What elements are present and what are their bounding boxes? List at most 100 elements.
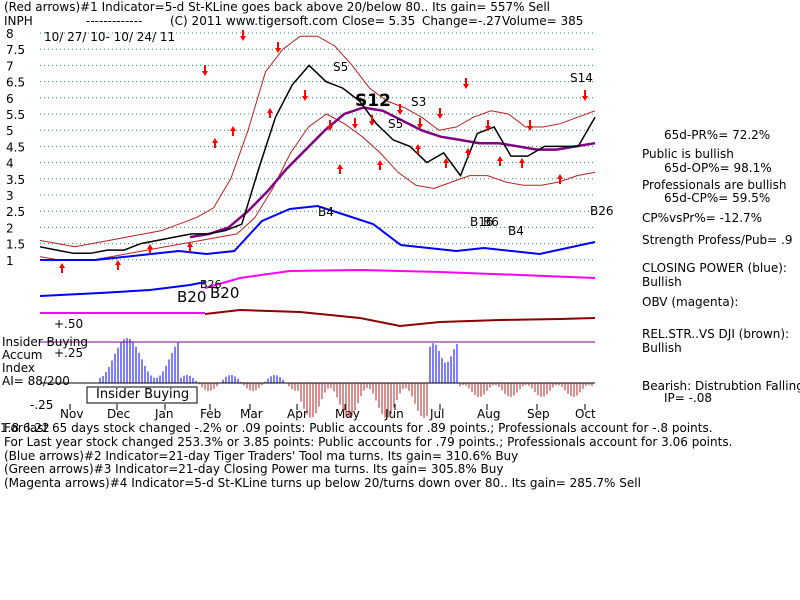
signal-arrows	[59, 30, 588, 273]
stat-cp65: 65d-CP%= 59.5%	[664, 191, 771, 205]
sell-arrowhead	[369, 121, 375, 126]
buy-arrowhead	[497, 156, 503, 161]
stat-pr65: 65d-PR%= 72.2%	[664, 128, 771, 142]
signal-s5b: S5	[388, 117, 403, 131]
label-plus50: +.50	[54, 317, 84, 331]
sell-arrowhead	[240, 36, 246, 41]
label-accum: Accum	[2, 348, 43, 362]
stat-ip: IP= -.08	[664, 391, 713, 405]
x-tick-label: Sep	[527, 407, 550, 421]
y-tick-label: 6.5	[6, 76, 25, 90]
y-tick-label: 4	[6, 157, 14, 171]
buy-arrowhead	[212, 138, 218, 143]
buy-arrowhead	[519, 158, 525, 163]
stat-pros-bullish: Professionals are bullish	[642, 178, 787, 192]
x-tick-label: Jan	[154, 407, 174, 421]
sell-arrowhead	[527, 126, 533, 131]
stat-op65: 65d-OP%= 98.1%	[664, 161, 772, 175]
sell-arrowhead	[202, 71, 208, 76]
buy-arrowhead	[377, 160, 383, 165]
header-line1: (Red arrows)#1 Indicator=5-d St-KLine go…	[4, 0, 551, 14]
sell-arrowhead	[463, 84, 469, 89]
sell-arrowhead	[302, 96, 308, 101]
buy-arrowhead	[267, 108, 273, 113]
signal-b26a: B26	[200, 278, 222, 291]
closing-power-early-line	[39, 281, 206, 297]
stat-bearish: Bearish: Distrubtion Falling.	[642, 379, 800, 393]
stat-public-bullish: Public is bullish	[642, 147, 734, 161]
buy-arrowhead	[59, 263, 65, 268]
buy-arrowhead	[337, 164, 343, 169]
buy-arrowhead	[147, 244, 153, 249]
footer-line2: For Last year stock changed 253.3% or 3.…	[4, 435, 733, 449]
signal-b6: B6	[483, 215, 499, 229]
change-value: Change=-.27	[422, 14, 502, 28]
x-tick-labels: Nov Dec Jan Feb Mar Apr May Jun Jul Aug Sep Oct	[60, 404, 596, 421]
y-tick-label: 4.5	[6, 140, 25, 154]
buy-arrowhead	[115, 260, 121, 265]
signal-b20a: B20	[177, 288, 206, 306]
y-tick-label: 1.5	[6, 238, 25, 252]
sell-arrowhead	[275, 48, 281, 53]
label-minus25: -.25	[30, 398, 54, 412]
signal-s12: S12	[355, 91, 391, 111]
y-tick-labels: 8 7.5 7 6.5 6 5.5 5 4.5 4 3.5 3 2.5 2 1.5 1	[6, 27, 25, 268]
footer-line4: (Green arrows)#3 Indicator=21-day Closin…	[4, 462, 504, 476]
sell-arrowhead	[397, 110, 403, 115]
stat-closing-power: CLOSING POWER (blue):	[642, 261, 787, 275]
x-tick-label: Nov	[60, 407, 83, 421]
sell-arrowhead	[352, 124, 358, 129]
x-tick-label: Mar	[240, 407, 263, 421]
sell-arrowhead	[327, 126, 333, 131]
closing-power-line	[40, 204, 596, 261]
accum-index-panel	[99, 338, 593, 418]
stat-closing-power-val: Bullish	[642, 275, 682, 289]
x-tick-label: Oct	[575, 407, 596, 421]
x-tick-label: May	[335, 407, 360, 421]
footer-line3: (Blue arrows)#2 Indicator=21-day Tiger T…	[4, 449, 519, 463]
sell-arrowhead	[417, 124, 423, 129]
sell-arrowhead	[582, 96, 588, 101]
lower-bollinger-band	[39, 113, 596, 261]
price-line	[39, 64, 596, 255]
buy-arrowhead	[415, 144, 421, 149]
buy-arrowhead	[465, 148, 471, 153]
signal-b26b: B26	[590, 204, 614, 218]
x-tick-label: Dec	[107, 407, 130, 421]
buy-arrowhead	[557, 174, 563, 179]
ticker-label: INPH	[4, 14, 33, 28]
volume-value: Volume= 385	[502, 14, 584, 28]
copyright-label: (C) 2011 www.tigersoft.com	[170, 14, 338, 28]
insider-buying-box	[86, 386, 198, 404]
signal-s5a: S5	[333, 60, 348, 74]
y-tick-label: 3.5	[6, 173, 25, 187]
y-tick-label: 1	[6, 254, 14, 268]
y-tick-label: 7.5	[6, 43, 25, 57]
label-plus25: +.25	[54, 346, 84, 360]
x-tick-label: Jul	[429, 407, 444, 421]
buy-arrowhead	[443, 158, 449, 163]
date-range: 10/ 27/ 10- 10/ 24/ 11	[44, 30, 176, 44]
stat-obv: OBV (magenta):	[642, 295, 739, 309]
stat-relstr-val: Bullish	[642, 341, 682, 355]
signal-s14: S14	[570, 71, 593, 85]
signal-b4b: B4	[508, 224, 524, 238]
moving-average-line	[189, 106, 596, 239]
stat-strength: Strength Profess/Pub= .9	[642, 233, 793, 247]
buy-arrowhead	[230, 126, 236, 131]
y-tick-label: 5.5	[6, 108, 25, 122]
insider-box-label: Insider Buying	[96, 387, 190, 402]
signal-b16: B16	[470, 215, 494, 229]
signal-b4a: B4	[318, 205, 334, 219]
header-dashes: -------------	[86, 14, 143, 28]
buy-arrowhead	[187, 242, 193, 247]
label-insider-buying: Insider Buying	[2, 335, 88, 349]
stat-cpvspr: CP%vsPr%= -12.7%	[642, 211, 763, 225]
x-tick-label: Feb	[200, 407, 221, 421]
footer-line1-overlap: 1.8 6.22	[0, 421, 50, 435]
y-tick-label: 2.5	[6, 205, 25, 219]
close-value: Close= 5.35	[342, 14, 416, 28]
footer-line5: (Magenta arrows)#4 Indicator=5-d St-KLin…	[4, 476, 641, 490]
y-tick-label: 8	[6, 27, 14, 41]
y-tick-label: 7	[6, 59, 14, 73]
